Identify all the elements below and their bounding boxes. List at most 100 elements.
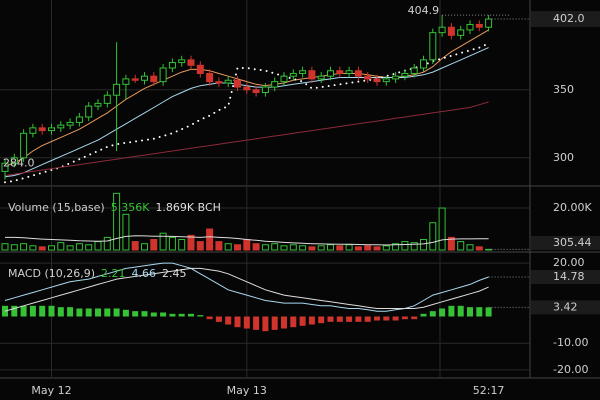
candle-body <box>485 18 493 28</box>
indicator-line <box>4 262 489 312</box>
volume-bar <box>466 244 474 251</box>
histogram-bar <box>67 307 74 317</box>
candle-body <box>429 32 437 61</box>
volume-bar <box>373 246 381 251</box>
histogram-bar <box>485 307 492 317</box>
histogram-bar <box>281 316 287 329</box>
histogram-bar <box>104 308 111 317</box>
histogram-bar <box>243 316 250 329</box>
histogram-bar <box>48 305 55 317</box>
volume-bar <box>57 242 65 251</box>
candle-body <box>122 78 130 85</box>
volume-bar <box>299 245 307 251</box>
volume-bar <box>187 234 195 251</box>
volume-bar <box>289 244 297 251</box>
candle-body <box>224 79 232 84</box>
candle-body <box>29 127 37 134</box>
volume-bar <box>113 192 121 251</box>
volume-bar <box>308 246 316 251</box>
volume-bar <box>94 241 102 251</box>
volume-bar <box>271 243 279 251</box>
candle-body <box>187 59 195 66</box>
histogram-bar <box>401 316 408 320</box>
volume-bar <box>48 245 55 251</box>
histogram-bar <box>457 305 464 317</box>
histogram-bar <box>374 316 380 321</box>
y-tick-label: 20.00K <box>553 201 592 214</box>
candle-body <box>10 157 18 164</box>
value-marker-label: 3.42 <box>553 300 578 313</box>
volume-bar <box>10 244 18 251</box>
histogram-bar <box>150 312 157 317</box>
legend-readout: 2.21 <box>101 267 126 280</box>
volume-bar <box>168 236 176 251</box>
candle-body <box>438 26 446 34</box>
volume-bar <box>336 245 344 251</box>
histogram-bar <box>392 316 399 321</box>
volume-bar <box>131 241 139 251</box>
histogram-bar <box>346 316 353 322</box>
volume-bar <box>317 245 325 251</box>
histogram-bar <box>439 308 446 317</box>
candle-body <box>271 81 279 88</box>
countdown: 52:17 <box>473 384 505 397</box>
histogram-bar <box>225 316 232 325</box>
candle-body <box>289 72 297 77</box>
histogram-bar <box>141 311 148 317</box>
x-tick-label: May 13 <box>227 384 267 397</box>
histogram-bar <box>383 316 390 321</box>
y-tick-label: 350 <box>553 83 574 96</box>
histogram-bar <box>122 309 129 317</box>
candle-body <box>466 23 474 31</box>
candle-body <box>196 64 204 74</box>
volume-bar <box>475 246 483 251</box>
histogram-bar <box>467 307 473 317</box>
histogram-bar <box>448 305 455 317</box>
histogram-bar <box>197 315 204 317</box>
histogram-bar <box>178 313 185 317</box>
histogram-bar <box>95 308 101 317</box>
high-label: 404.9 <box>408 4 440 17</box>
y-tick-label: -20.00 <box>553 363 588 376</box>
volume-bar <box>29 245 37 251</box>
histogram-bar <box>160 312 167 317</box>
last-price-label: 402.0 <box>553 12 585 25</box>
legend-label: MACD (10,26,9) <box>8 267 95 280</box>
histogram-bar <box>411 316 418 320</box>
volume-bar <box>420 239 427 251</box>
candle-body <box>57 124 65 129</box>
candle-body <box>131 78 139 81</box>
volume-bar <box>401 241 409 251</box>
volume-bar <box>252 243 260 251</box>
panel-legend: Volume (15,base) 5.356K 1.869K BCH <box>8 201 221 214</box>
candle-body <box>475 23 483 28</box>
histogram-bar <box>336 316 343 322</box>
volume-bar <box>261 244 269 251</box>
histogram-bar <box>299 316 306 326</box>
candle-body <box>410 67 418 74</box>
candle-body <box>327 70 334 77</box>
candle-body <box>234 79 241 88</box>
candle-body <box>215 81 223 84</box>
candle-body <box>401 72 409 77</box>
volume-bar <box>429 222 437 251</box>
histogram-bar <box>39 305 46 317</box>
last-volume-label: 305.44 <box>553 236 592 249</box>
indicator-line <box>4 267 489 312</box>
candle-body <box>178 59 186 64</box>
histogram-bar <box>234 316 241 328</box>
histogram-bar <box>20 305 27 317</box>
volume-bar <box>206 228 214 251</box>
candle-body <box>20 132 28 159</box>
candle-body <box>261 86 269 93</box>
candle-body <box>457 29 465 36</box>
volume-bar <box>103 236 111 251</box>
low-label: 284.0 <box>3 157 35 170</box>
volume-bar <box>364 245 372 251</box>
candle-body <box>1 162 9 172</box>
value-marker-box <box>531 300 600 315</box>
volume-bar <box>215 241 223 251</box>
volume-bar <box>438 207 446 251</box>
y-tick-label: 300 <box>553 151 574 164</box>
